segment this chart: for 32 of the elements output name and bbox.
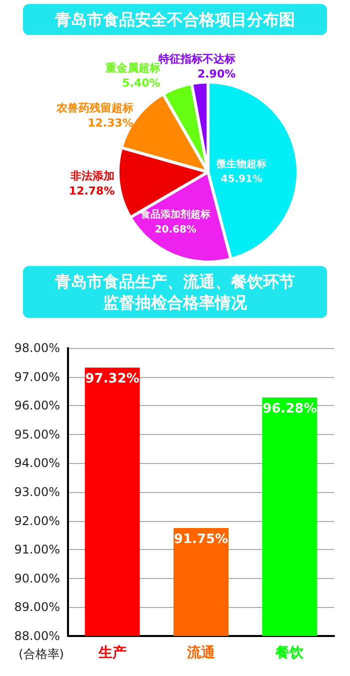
chart-title: 青岛市食品生产、流通、餐饮环节监督抽检合格率情况: [54, 272, 295, 312]
y-tick-label: 88.00%: [14, 629, 60, 643]
data-label: 20.68%: [154, 224, 196, 236]
y-tick-label: 93.00%: [14, 485, 60, 499]
slice-label: 特征指标不达标: [158, 52, 236, 66]
slice-label: 重金属超标: [104, 62, 160, 75]
data-label: 5.40%: [122, 76, 160, 90]
data-label: 97.32%: [85, 372, 140, 387]
chart-title: 青岛市食品安全不合格项目分布图: [54, 10, 295, 29]
data-label: 45.91%: [220, 174, 262, 185]
y-tick-label: 98.00%: [14, 341, 60, 355]
y-tick-label: 94.00%: [14, 456, 60, 470]
data-label: 12.33%: [88, 116, 134, 130]
slice-label: 农兽药残留超标: [55, 101, 134, 114]
x-tick-label: 生产: [97, 644, 126, 661]
slice-label: 食品添加剂超标: [140, 208, 211, 220]
y-axis-title: (合格率): [18, 647, 64, 661]
y-tick-label: 92.00%: [14, 514, 60, 528]
y-tick-label: 96.00%: [14, 398, 60, 413]
data-label: 2.90%: [197, 67, 236, 80]
y-tick-label: 89.00%: [14, 600, 60, 614]
y-tick-label: 95.00%: [14, 427, 60, 442]
slice-label: 微生物超标: [216, 158, 267, 170]
x-tick-label: 餐饮: [274, 645, 305, 661]
y-tick-label: 90.00%: [14, 571, 60, 586]
y-tick-label: 97.00%: [14, 370, 60, 384]
slice-label: 非法添加: [70, 170, 115, 183]
y-tick-label: 91.00%: [14, 542, 60, 557]
data-label: 91.75%: [174, 532, 228, 547]
data-label: 96.28%: [262, 402, 317, 417]
x-tick-label: 流通: [186, 644, 216, 661]
data-label: 12.78%: [68, 184, 115, 198]
